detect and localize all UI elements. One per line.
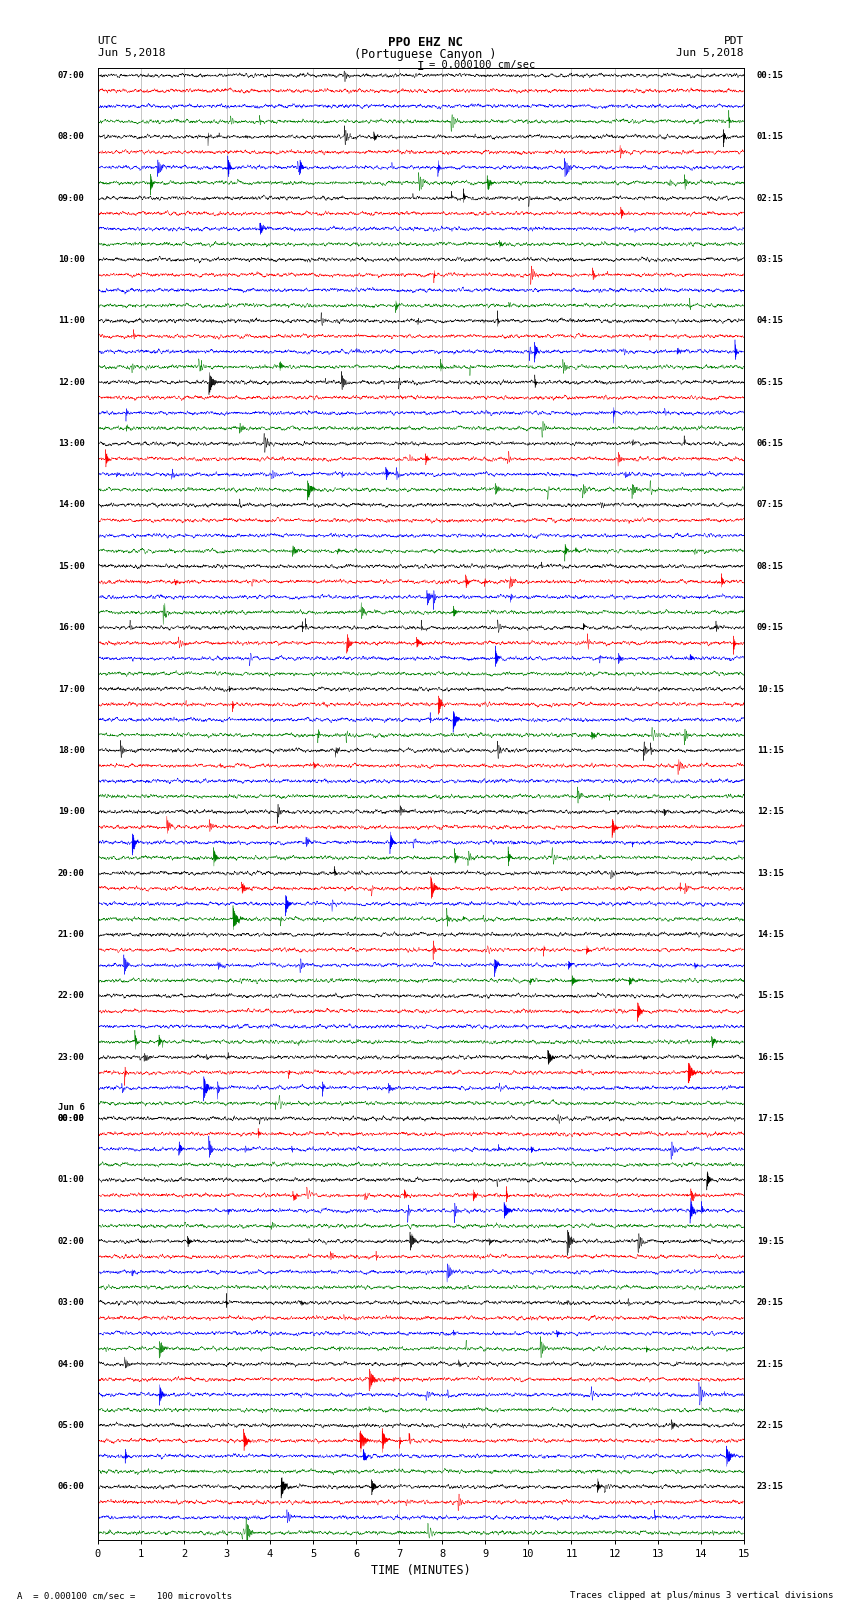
Text: 12:00: 12:00	[58, 377, 85, 387]
Text: 07:00: 07:00	[58, 71, 85, 81]
Text: UTC: UTC	[98, 37, 118, 47]
Text: 13:00: 13:00	[58, 439, 85, 448]
Text: 22:15: 22:15	[756, 1421, 784, 1429]
Text: 11:15: 11:15	[756, 745, 784, 755]
Text: 01:15: 01:15	[756, 132, 784, 142]
Text: 11:00: 11:00	[58, 316, 85, 326]
Text: 10:15: 10:15	[756, 684, 784, 694]
Text: 18:15: 18:15	[756, 1176, 784, 1184]
Text: A  = 0.000100 cm/sec =    100 microvolts: A = 0.000100 cm/sec = 100 microvolts	[17, 1590, 232, 1600]
Text: 17:15: 17:15	[756, 1115, 784, 1123]
Text: 08:00: 08:00	[58, 132, 85, 142]
Text: 05:15: 05:15	[756, 377, 784, 387]
Text: 06:15: 06:15	[756, 439, 784, 448]
Text: 05:00: 05:00	[58, 1421, 85, 1429]
Text: 02:15: 02:15	[756, 194, 784, 203]
Text: 13:15: 13:15	[756, 869, 784, 877]
Text: 20:15: 20:15	[756, 1298, 784, 1307]
Text: 07:15: 07:15	[756, 500, 784, 510]
Text: PDT: PDT	[723, 37, 744, 47]
Text: 19:00: 19:00	[58, 806, 85, 816]
Text: 03:15: 03:15	[756, 255, 784, 265]
Text: 02:00: 02:00	[58, 1237, 85, 1245]
Text: 21:15: 21:15	[756, 1360, 784, 1368]
Text: 04:00: 04:00	[58, 1360, 85, 1368]
Text: 14:00: 14:00	[58, 500, 85, 510]
Text: Jun 5,2018: Jun 5,2018	[98, 47, 165, 58]
Text: 03:00: 03:00	[58, 1298, 85, 1307]
Text: 21:00: 21:00	[58, 931, 85, 939]
Text: 00:00: 00:00	[58, 1115, 85, 1123]
Text: 20:00: 20:00	[58, 869, 85, 877]
Text: 14:15: 14:15	[756, 931, 784, 939]
Text: 16:15: 16:15	[756, 1053, 784, 1061]
Text: 23:00: 23:00	[58, 1053, 85, 1061]
Text: 23:15: 23:15	[756, 1482, 784, 1492]
Text: 22:00: 22:00	[58, 992, 85, 1000]
Text: 15:00: 15:00	[58, 561, 85, 571]
Text: PPO EHZ NC: PPO EHZ NC	[388, 37, 462, 50]
Text: 10:00: 10:00	[58, 255, 85, 265]
Text: I: I	[417, 60, 424, 73]
Text: Jun 5,2018: Jun 5,2018	[677, 47, 744, 58]
Text: 09:15: 09:15	[756, 623, 784, 632]
Text: 00:00: 00:00	[58, 1115, 85, 1123]
Text: 08:15: 08:15	[756, 561, 784, 571]
Text: 18:00: 18:00	[58, 745, 85, 755]
Text: 15:15: 15:15	[756, 992, 784, 1000]
Text: 16:00: 16:00	[58, 623, 85, 632]
X-axis label: TIME (MINUTES): TIME (MINUTES)	[371, 1563, 471, 1576]
Text: = 0.000100 cm/sec: = 0.000100 cm/sec	[429, 60, 536, 69]
Text: Jun 6: Jun 6	[58, 1103, 85, 1113]
Text: (Portuguese Canyon ): (Portuguese Canyon )	[354, 47, 496, 61]
Text: 12:15: 12:15	[756, 806, 784, 816]
Text: 17:00: 17:00	[58, 684, 85, 694]
Text: 00:15: 00:15	[756, 71, 784, 81]
Text: 19:15: 19:15	[756, 1237, 784, 1245]
Text: Traces clipped at plus/minus 3 vertical divisions: Traces clipped at plus/minus 3 vertical …	[570, 1590, 833, 1600]
Text: 06:00: 06:00	[58, 1482, 85, 1492]
Text: 04:15: 04:15	[756, 316, 784, 326]
Text: 01:00: 01:00	[58, 1176, 85, 1184]
Text: 09:00: 09:00	[58, 194, 85, 203]
